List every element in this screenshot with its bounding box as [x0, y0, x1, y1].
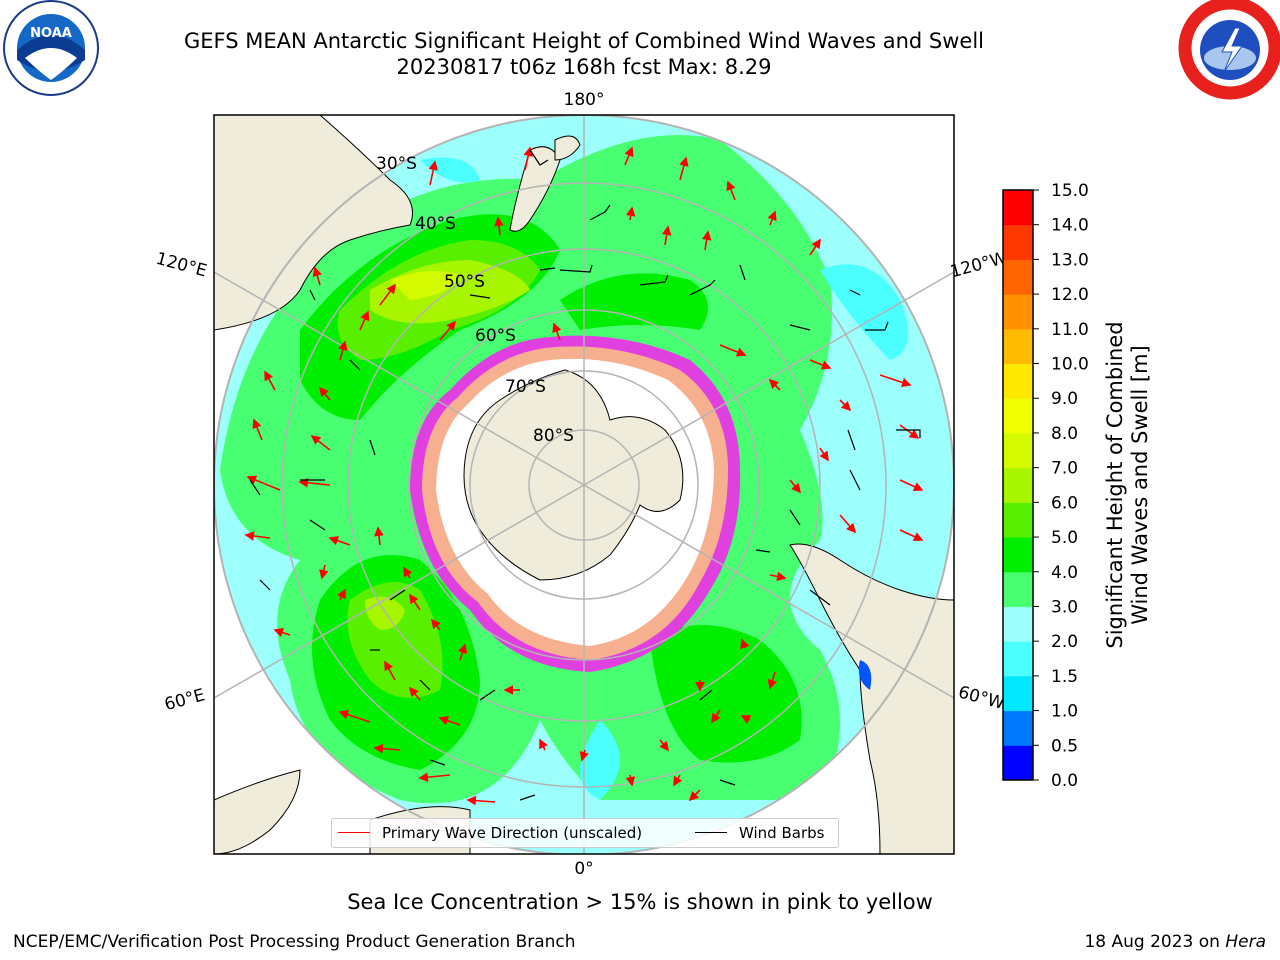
lat-label-50: 50°S: [444, 272, 485, 292]
colorbar-tick-label: 0.5: [1051, 736, 1078, 756]
colorbar-segment: [1003, 641, 1033, 677]
colorbar-segment: [1003, 294, 1033, 330]
wave-direction-arrows: [244, 146, 924, 806]
colorbar-segment: [1003, 571, 1033, 607]
colorbar-segment: [1003, 398, 1033, 434]
chart-title: GEFS MEAN Antarctic Significant Height o…: [183, 29, 985, 53]
colorbar-tick-label: 0.0: [1051, 771, 1078, 791]
colorbar-tick-label: 10.0: [1051, 355, 1089, 375]
footer-date: 18 Aug 2023 on Hera: [1084, 932, 1266, 952]
wind-barbs-legend-label: Wind Barbs: [739, 824, 825, 842]
colorbar-tick-label: 1.0: [1051, 702, 1078, 722]
colorbar-label-line: Wind Waves and Swell [m]: [1128, 345, 1152, 625]
colorbar-tick-label: 15.0: [1051, 181, 1089, 201]
footer-credit: NCEP/EMC/Verification Post Processing Pr…: [13, 932, 576, 952]
colorbar: 0.0 0.5 1.0 1.5 2.0 3.0 4.0 5.0 6.0 7.0 8.0 9.0 10.0…: [1002, 181, 1089, 791]
lon-label-60e: 60°E: [162, 685, 207, 715]
colorbar-border: [1002, 189, 1034, 781]
latitude-labels: 30°S 40°S 50°S 60°S 70°S 80°S: [376, 154, 574, 446]
lat-label-40: 40°S: [415, 214, 456, 234]
lat-label-60: 60°S: [475, 326, 516, 346]
colorbar-tick-label: 12.0: [1051, 285, 1089, 305]
wave-direction-legend-label: Primary Wave Direction (unscaled): [382, 824, 643, 842]
colorbar-segment: [1003, 502, 1033, 538]
lon-label-180: 180°: [564, 90, 605, 110]
land-masses: [214, 115, 954, 854]
lon-label-0: 0°: [574, 859, 593, 879]
lon-label-60w: 60°W: [956, 682, 1007, 714]
noaa-logo: NOAA: [3, 0, 99, 96]
footer-host: Hera: [1225, 932, 1266, 952]
colorbar-tick-label: 13.0: [1051, 250, 1089, 270]
wind-barbs: [249, 149, 921, 801]
colorbar-segment: [1003, 710, 1033, 746]
colorbar-segment: [1003, 190, 1033, 226]
colorbar-tick-label: 2.0: [1051, 632, 1078, 652]
map-legend: Primary Wave Direction (unscaled) Wind B…: [331, 818, 839, 848]
colorbar-segment: [1003, 224, 1033, 260]
colorbar-segment: [1003, 745, 1033, 781]
map-frame: [213, 114, 955, 855]
noaa-logo-text: NOAA: [30, 26, 72, 41]
colorbar-tick-label: 7.0: [1051, 459, 1078, 479]
wave-direction-swatch: [338, 832, 370, 833]
colorbar-tick-label: 6.0: [1051, 493, 1078, 513]
colorbar-segment: [1003, 675, 1033, 712]
colorbar-segment: [1003, 363, 1033, 399]
colorbar-segment: [1003, 467, 1033, 503]
lon-label-120w: 120°W: [948, 248, 1009, 282]
colorbar-label: Significant Height of Combined Wind Waves…: [1103, 310, 1153, 660]
wind-barbs-swatch: [695, 832, 727, 833]
lon-label-120e: 120°E: [154, 249, 209, 282]
colorbar-segment: [1003, 432, 1033, 469]
colorbar-tick-label: 4.0: [1051, 563, 1078, 583]
lat-label-80: 80°S: [533, 426, 574, 446]
colorbar-segment: [1003, 606, 1033, 642]
colorbar-tick-label: 5.0: [1051, 528, 1078, 548]
antarctica-landmass: [463, 369, 684, 581]
colorbar-segment: [1003, 537, 1033, 573]
nws-logo: [1178, 0, 1280, 100]
colorbar-tick-label: 3.0: [1051, 597, 1078, 617]
colorbar-tick-label: 8.0: [1051, 424, 1078, 444]
graticule: [214, 115, 954, 854]
colorbar-label-line: Significant Height of Combined: [1103, 321, 1127, 649]
sea-ice-note: Sea Ice Concentration > 15% is shown in …: [347, 890, 933, 914]
colorbar-tick-label: 1.5: [1051, 667, 1078, 687]
lat-label-30: 30°S: [376, 154, 417, 174]
colorbar-tick-label: 11.0: [1051, 320, 1089, 340]
colorbar-segment: [1003, 259, 1033, 295]
colorbar-tick-label: 9.0: [1051, 389, 1078, 409]
lat-label-70: 70°S: [505, 377, 546, 397]
colorbar-tick-label: 14.0: [1051, 216, 1089, 236]
footer-date-text: 18 Aug 2023 on: [1084, 932, 1226, 952]
colorbar-segment: [1003, 328, 1033, 365]
chart-subtitle: 20230817 t06z 168h fcst Max: 8.29: [396, 55, 772, 79]
